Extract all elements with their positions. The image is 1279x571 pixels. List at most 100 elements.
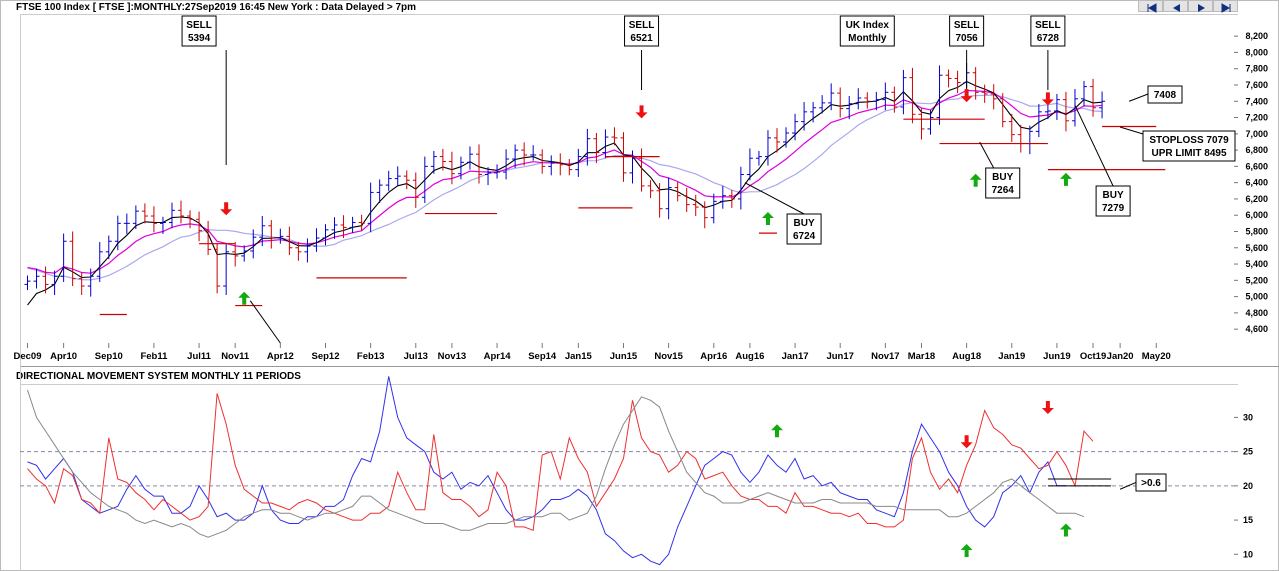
label-box-text: 7264 [992,185,1015,196]
sell-arrow-3 [960,89,973,103]
price-bar [710,193,717,224]
price-bar [512,144,519,168]
price-y-tick-label: 5,400 [1245,259,1268,269]
x-tick-label: Jan15 [565,351,593,362]
dmi-threshold-box: >0.6 [1135,473,1167,492]
price-bar [873,91,880,111]
dmi-y-axis: 10 15 20 25 30 [1234,412,1253,559]
label-box-text: BUY [992,172,1013,183]
label-box-border [839,15,895,47]
label-box-border [624,15,660,47]
price-bars [24,63,1106,297]
price-bar [999,93,1006,128]
x-tick-label: Oct19 [1080,351,1106,362]
dmi-plus-di-line [27,376,1066,566]
price-bar [674,181,681,202]
price-bar [773,128,780,153]
price-bar [521,142,528,166]
price-bar [168,202,175,229]
price-bar [277,228,284,244]
price-bar [457,156,464,180]
price-bar [150,206,157,233]
price-bar [485,167,492,186]
price-bar [810,102,817,123]
label-box-border [1147,85,1183,104]
buy-arrow-4 [1059,172,1072,186]
price-bar [611,127,618,146]
x-tick-label: Jun15 [610,351,638,362]
price-bar [837,87,844,118]
price-y-axis: 4,600 4,800 5,000 5,200 5,400 5,600 5,800 6,000… [1234,31,1268,334]
price-y-tick-label: 7,600 [1245,80,1268,90]
price-y-tick-label: 8,000 [1245,47,1268,57]
sell-box-1: SELL 5394 [181,15,217,47]
price-bar [313,228,320,252]
label-box-text: >0.6 [1141,478,1161,489]
price-bar [24,275,31,291]
price-bar [466,146,473,170]
price-bar [783,127,790,148]
price-bar [647,180,654,199]
dmi-y-tick-label: 15 [1243,515,1253,525]
price-bar [132,205,139,230]
buy-box-2: BUY 6724 [786,213,822,245]
price-bar [367,182,374,233]
x-tick-label: Sep10 [95,351,123,362]
sell-arrow-2 [635,105,648,119]
price-bar [755,150,762,166]
label-box-text: 7056 [955,33,978,44]
dmi-y-tick-label: 30 [1243,412,1253,422]
price-bar [1081,80,1088,107]
price-y-tick-label: 6,600 [1245,161,1268,171]
price-bar [69,231,76,287]
x-tick-label: May20 [1142,351,1171,362]
price-y-tick-label: 8,200 [1245,31,1268,41]
price-bar [692,194,699,217]
price-bar [548,155,555,176]
price-bar [123,213,130,234]
label-box-text: 6521 [630,33,653,44]
stoploss-box: STOPLOSS 7079 UPR LIMIT 8495 [1142,130,1236,162]
label-box-text: 6724 [793,231,816,242]
price-bar [1053,93,1060,120]
price-bar [918,108,925,140]
price-bar [268,220,275,249]
price-bar [602,129,609,159]
sell-arrow-4 [1041,92,1054,106]
x-tick-label: Sep14 [528,351,557,362]
buy-arrow-2 [761,211,774,225]
label-box-border [1095,185,1131,217]
price-bar [304,238,311,263]
price-bar [864,92,871,109]
label-box-border [1135,473,1167,492]
price-bar [584,128,591,166]
price-bar [927,109,934,135]
label-box-border [181,15,217,47]
price-bar [936,65,943,125]
price-bar [421,156,428,203]
x-tick-label: Jun19 [1043,351,1070,362]
ma-fast-line [27,80,1103,306]
label-box-text: UK Index [846,20,890,31]
price-bar [972,67,979,100]
price-bar [1071,89,1078,127]
price-bar [250,229,257,259]
price-y-tick-label: 7,000 [1245,129,1268,139]
label-box-text: 7279 [1102,203,1125,214]
price-bar [819,95,826,114]
price-bar [990,84,997,110]
price-bar [385,170,392,191]
price-bar [954,70,961,94]
x-tick-label: Sep12 [311,351,339,362]
price-bar [412,172,419,208]
price-bar [159,216,166,234]
price-bar [1017,124,1024,153]
label-box-border [786,213,822,245]
label-box-text: 7408 [1154,90,1177,101]
label-box-text: UPR LIMIT 8495 [1151,148,1226,159]
price-bar [1008,113,1015,142]
price-bar [223,244,230,295]
dmi-y-tick-label: 10 [1243,549,1253,559]
price-bar [241,245,248,262]
